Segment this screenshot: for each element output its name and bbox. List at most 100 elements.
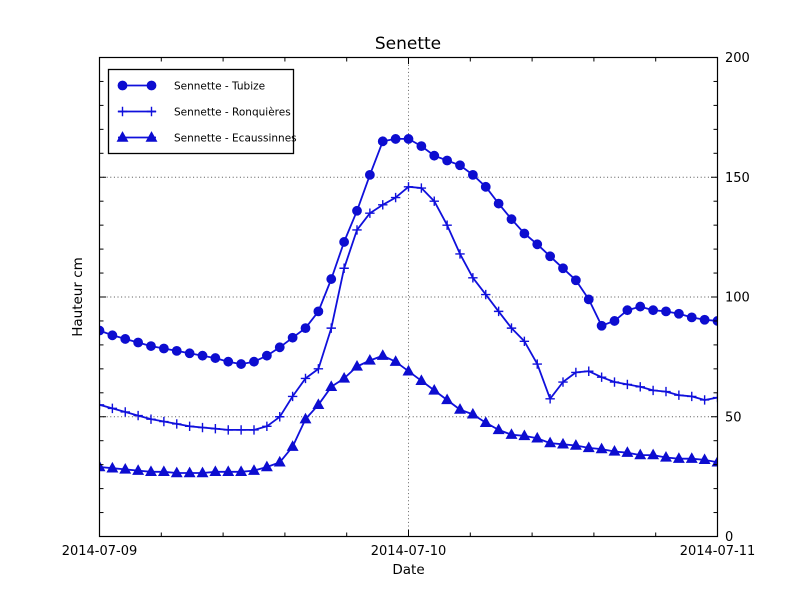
series-sennette-ecaussinnes-marker: [672, 452, 685, 463]
series-sennette-ronqui-res-marker: [249, 425, 259, 435]
legend-plus-marker: [146, 106, 157, 117]
series-sennette-ronqui-res-marker: [674, 390, 684, 400]
series-sennette-ecaussinnes-marker: [157, 465, 170, 477]
legend-circle-marker: [146, 80, 157, 91]
series-sennette-ecaussinnes-marker: [428, 383, 441, 395]
series-sennette-ronqui-res-marker: [596, 372, 607, 382]
series-sennette-ronqui-res-marker: [442, 220, 452, 230]
legend-plus-marker: [117, 106, 128, 117]
series-sennette-ecaussinnes-marker: [531, 431, 544, 443]
series-sennette-tubize-marker: [545, 251, 556, 262]
series-sennette-ronqui-res-marker: [429, 196, 439, 206]
series-sennette-ecaussinnes-marker: [685, 452, 698, 463]
series-sennette-ecaussinnes-marker: [647, 448, 660, 460]
series-sennette-ecaussinnes-marker: [621, 446, 634, 457]
legend-label: Sennette - Tubize: [174, 80, 265, 92]
series-sennette-tubize-marker: [390, 134, 401, 144]
series-sennette-ecaussinnes-marker: [286, 440, 299, 451]
series-sennette-ecaussinnes-marker: [582, 441, 595, 453]
series-sennette-ronqui-res-marker: [558, 377, 568, 387]
series-layer: [99, 134, 718, 478]
series-sennette-ronqui-res-marker: [262, 421, 272, 432]
series-sennette-ronqui-res-marker: [712, 392, 718, 403]
x-tick-label: 2014-07-09: [62, 544, 138, 559]
series-sennette-ronqui-res-marker: [506, 323, 517, 333]
series-sennette-ronqui-res-marker: [532, 359, 542, 369]
series-sennette-ronqui-res-marker: [519, 336, 530, 347]
series-sennette-ecaussinnes-marker: [711, 455, 718, 467]
series-sennette-ronqui-res-marker: [210, 424, 221, 434]
series-sennette-ecaussinnes-marker: [492, 423, 505, 435]
series-sennette-ronqui-res-marker: [390, 192, 401, 203]
series-sennette-ecaussinnes-marker: [222, 465, 235, 477]
series-sennette-tubize-marker: [570, 275, 581, 286]
series-sennette-tubize-marker: [635, 301, 646, 312]
tick-label-layer: 2014-07-09 2014-07-10 2014-07-110 50 100 150 2…: [62, 51, 756, 559]
series-sennette-tubize-marker: [403, 134, 414, 144]
series-sennette-tubize-marker: [352, 205, 362, 216]
series-sennette-ecaussinnes-marker: [299, 412, 312, 424]
series-sennette-tubize-marker: [133, 337, 144, 348]
series-sennette-ecaussinnes-marker: [557, 437, 569, 449]
series-sennette-ecaussinnes-marker: [132, 464, 145, 475]
x-tick-label: 2014-07-10: [371, 544, 447, 559]
series-sennette-ronqui-res-marker: [403, 182, 414, 192]
series-sennette-ecaussinnes: [99, 349, 718, 478]
series-sennette-ronqui-res-marker: [99, 400, 105, 410]
series-sennette-tubize-marker: [326, 274, 337, 284]
series-sennette-ecaussinnes-marker: [312, 398, 325, 409]
series-sennette-ronqui-res-marker: [571, 367, 581, 378]
legend: Sennette - Tubize Sennette - Ronquières Se…: [107, 68, 297, 155]
series-sennette-tubize: [99, 134, 718, 369]
series-sennette-tubize-marker: [609, 316, 620, 326]
series-sennette-ecaussinnes-marker: [260, 460, 273, 472]
series-sennette-ecaussinnes-marker: [99, 460, 106, 472]
series-sennette-ronqui-res-marker: [287, 391, 298, 402]
series-sennette-ronqui-res-marker: [275, 412, 285, 422]
series-sennette-tubize-marker: [480, 181, 491, 192]
series-sennette-tubize-marker: [661, 306, 671, 317]
y-tick-label: 100: [725, 291, 750, 306]
y-tick-label: 50: [725, 410, 742, 425]
series-sennette-tubize-marker: [171, 345, 182, 356]
series-sennette-tubize-marker: [699, 314, 710, 325]
series-sennette-ecaussinnes-marker: [634, 448, 647, 460]
series-sennette-ronqui-res-marker: [326, 323, 336, 333]
series-sennette-tubize-marker: [99, 325, 105, 336]
series-sennette-ronqui-res-marker: [352, 225, 362, 235]
series-sennette-ecaussinnes-marker: [325, 380, 338, 392]
legend-triangle-up-marker: [145, 131, 158, 142]
series-sennette-tubize-marker: [120, 334, 131, 344]
series-sennette-ecaussinnes-marker: [518, 429, 531, 441]
series-sennette-tubize-marker: [261, 350, 272, 361]
series-sennette-tubize-marker: [442, 155, 453, 166]
series-sennette-tubize-marker: [455, 160, 465, 171]
series-sennette-ronqui-res-marker: [197, 422, 208, 433]
series-sennette-tubize-marker: [416, 141, 427, 152]
series-sennette-tubize-marker: [532, 239, 543, 250]
series-sennette-ronqui-res-marker: [635, 382, 645, 392]
series-sennette-ronqui-res-marker: [133, 410, 143, 421]
series-sennette-tubize-marker: [429, 150, 440, 161]
series-sennette-ecaussinnes-marker: [196, 466, 209, 478]
series-sennette-ecaussinnes-marker: [170, 466, 183, 478]
series-sennette-ronqui-res-marker: [481, 289, 491, 300]
legend-triangle-up-marker: [116, 131, 129, 142]
x-tick-label: 2014-07-11: [680, 544, 756, 559]
series-sennette-ecaussinnes-marker: [119, 463, 132, 474]
series-sennette-ecaussinnes-marker: [389, 355, 402, 366]
series-sennette-ecaussinnes-marker: [363, 354, 376, 365]
series-sennette-tubize-marker: [184, 348, 195, 359]
series-sennette-ecaussinnes-marker: [183, 466, 196, 478]
series-sennette-ronqui-res-marker: [622, 379, 633, 390]
series-sennette-ronqui-res-marker: [313, 364, 324, 374]
series-sennette-ronqui-res-marker: [107, 403, 118, 414]
series-sennette-tubize-marker: [622, 305, 633, 316]
y-tick-label: 150: [725, 171, 750, 186]
series-sennette-tubize-marker: [686, 312, 697, 323]
series-sennette-ronqui-res-marker: [172, 419, 182, 429]
series-sennette-ronqui-res-marker: [455, 249, 465, 259]
series-sennette-ronqui-res-marker: [699, 395, 710, 405]
